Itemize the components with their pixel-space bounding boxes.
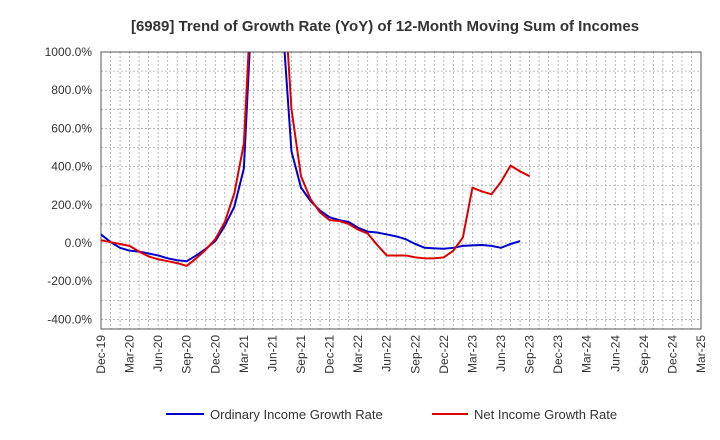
x-tick-label: Sep-21 bbox=[294, 335, 308, 374]
series-line-ordinary-income bbox=[101, 52, 521, 263]
legend: Ordinary Income Growth Rate Net Income G… bbox=[166, 407, 617, 422]
y-tick-label: 400.0% bbox=[51, 160, 92, 174]
x-tick-label: Jun-23 bbox=[494, 335, 508, 372]
x-tick-label: Sep-23 bbox=[523, 335, 537, 374]
x-tick-label: Dec-24 bbox=[665, 335, 679, 374]
y-tick-label: -200.0% bbox=[47, 274, 92, 288]
x-tick-label: Sep-20 bbox=[180, 335, 194, 374]
x-tick-label: Dec-21 bbox=[323, 335, 337, 374]
x-tick-label: Dec-22 bbox=[437, 335, 451, 374]
x-tick-label: Sep-24 bbox=[637, 335, 651, 374]
series-layer bbox=[101, 52, 531, 267]
x-tick-label: Jun-22 bbox=[380, 335, 394, 372]
x-tick-label: Mar-24 bbox=[580, 335, 594, 373]
x-tick-label: Sep-22 bbox=[408, 335, 422, 374]
x-tick-label: Mar-25 bbox=[694, 335, 708, 373]
grid-lines bbox=[101, 51, 701, 329]
x-tick-label: Mar-21 bbox=[237, 335, 251, 373]
x-axis-tick-labels: Dec-19 Mar-20 Jun-20 Sep-20 Dec-20 Mar-21 Jun-… bbox=[94, 335, 708, 374]
x-tick-label: Jun-21 bbox=[265, 335, 279, 372]
x-tick-label: Dec-23 bbox=[551, 335, 565, 374]
x-tick-label: Jun-24 bbox=[608, 335, 622, 372]
x-tick-label: Mar-23 bbox=[465, 335, 479, 373]
y-tick-label: 0.0% bbox=[65, 236, 93, 250]
x-tick-label: Dec-20 bbox=[208, 335, 222, 374]
x-tick-label: Jun-20 bbox=[151, 335, 165, 372]
series-line-net-income bbox=[101, 52, 531, 267]
y-tick-label: 600.0% bbox=[51, 121, 92, 135]
x-tick-label: Mar-22 bbox=[351, 335, 365, 373]
y-tick-label: 1000.0% bbox=[45, 45, 93, 59]
y-tick-label: 800.0% bbox=[51, 83, 92, 97]
y-tick-label: 200.0% bbox=[51, 198, 92, 212]
plot-area-frame bbox=[100, 51, 702, 330]
y-tick-label: -400.0% bbox=[47, 312, 92, 326]
y-axis-tick-labels: 1000.0% 800.0% 600.0% 400.0% 200.0% 0.0% -200.… bbox=[45, 45, 93, 326]
chart-title: [6989] Trend of Growth Rate (YoY) of 12-… bbox=[131, 18, 639, 35]
x-tick-label: Dec-19 bbox=[94, 335, 108, 374]
legend-label-net-income: Net Income Growth Rate bbox=[474, 407, 617, 422]
x-tick-label: Mar-20 bbox=[123, 335, 137, 373]
legend-label-ordinary-income: Ordinary Income Growth Rate bbox=[210, 407, 383, 422]
